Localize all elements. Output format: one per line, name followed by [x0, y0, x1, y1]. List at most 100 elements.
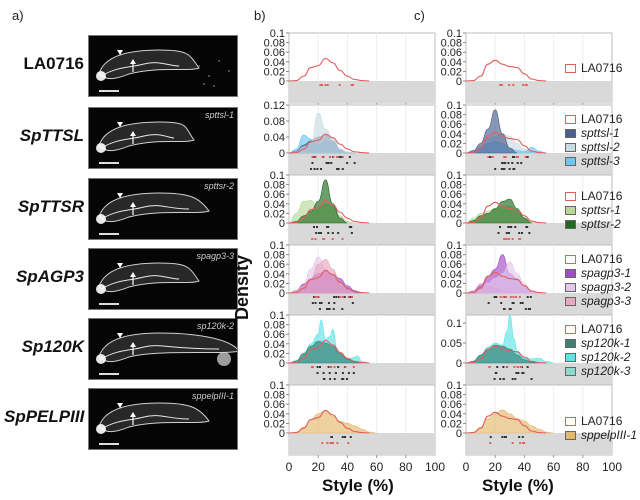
rug-point	[511, 238, 514, 240]
density-plot-b-2: 0.12 0.08 0.04 0	[264, 100, 436, 178]
x-tick-label: 40	[518, 460, 532, 474]
rug-point	[515, 156, 518, 158]
rug-point	[509, 308, 512, 310]
y-tick-label: 0.02	[264, 66, 285, 78]
rug-point	[511, 162, 514, 164]
legend-swatch	[565, 352, 576, 362]
rug-point	[346, 162, 349, 164]
legend-label: spttsl-2	[581, 140, 620, 154]
y-tick-label: 0.1	[447, 170, 462, 182]
rug-point	[312, 226, 315, 228]
rug-point	[315, 232, 318, 234]
y-tick-label: 0.08	[264, 38, 285, 50]
rug-point	[347, 442, 350, 444]
gene-label: Sp120K	[21, 337, 84, 356]
rug-point	[333, 302, 336, 304]
legend-4: LA0716 spagp3-1 spagp3-2 spagp3-3	[565, 252, 631, 308]
rug-point	[314, 238, 317, 240]
scale-bar	[99, 233, 119, 235]
rug-point	[502, 168, 505, 170]
density-line-LA0716	[288, 133, 370, 154]
x-tick-label: 80	[399, 460, 413, 474]
x-tick-label: 80	[576, 460, 590, 474]
y-tick-label: 0.08	[264, 320, 285, 332]
gene-label: SpPELPIII	[4, 407, 85, 426]
rug-point	[350, 84, 353, 86]
legend-entry: spagp3-1	[565, 266, 631, 280]
legend-entry: spagp3-3	[565, 294, 631, 308]
rug-point	[341, 308, 344, 310]
rug-point	[527, 308, 530, 310]
gene-label: SpTTSL	[19, 126, 84, 145]
rug-point	[516, 162, 519, 164]
y-tick-label: 0.04	[264, 269, 285, 281]
rug-point	[328, 308, 331, 310]
rug-point	[322, 372, 325, 374]
y-tick-label: 0.1	[447, 318, 462, 330]
x-tick-label: 0	[286, 460, 293, 474]
y-tick-label: 0	[279, 288, 285, 300]
rug-point	[318, 302, 321, 304]
rug-point	[524, 84, 527, 86]
rug-point	[349, 436, 352, 438]
density-line-LA0716	[288, 339, 370, 364]
rug-point	[349, 296, 352, 298]
y-tick-label: 0.02	[441, 418, 462, 430]
rug-point	[341, 372, 344, 374]
rug-point	[524, 156, 527, 158]
y-tick-label: 0.02	[441, 66, 462, 78]
rug-point	[319, 84, 322, 86]
scale-bar	[99, 303, 119, 305]
y-tick-label: 0.06	[441, 189, 462, 201]
rug-point	[518, 436, 521, 438]
rug-strip	[289, 223, 435, 245]
allele-label: spttsr-2	[204, 181, 234, 191]
y-tick-label: 0.04	[264, 132, 285, 144]
rug-point	[512, 84, 515, 86]
legend-entry: spttsl-3	[565, 154, 622, 168]
microscopy-image: sp120k-2	[88, 318, 238, 380]
rug-point	[328, 372, 331, 374]
rug-point	[331, 238, 334, 240]
rug-point	[326, 308, 329, 310]
rug-point	[313, 168, 316, 170]
density-plot-b-4: 0.10.080.060.040.020	[264, 240, 436, 318]
microscopy-image: spagp3-3	[88, 248, 238, 310]
x-tick-label: 40	[341, 460, 355, 474]
rug-point	[500, 168, 503, 170]
density-area-spttsl-1	[465, 109, 518, 154]
legend-label: sp120k-2	[581, 350, 631, 364]
legend-swatch	[565, 366, 576, 376]
legend-label: LA0716	[581, 414, 623, 428]
rug-point	[514, 226, 517, 228]
rug-point	[519, 302, 522, 304]
rug-point	[526, 296, 529, 298]
density-area-spttsr-2	[288, 179, 348, 224]
rug-point	[315, 226, 318, 228]
scale-bar	[99, 162, 119, 164]
panel-b-label: b)	[254, 8, 266, 23]
rug-point	[316, 168, 319, 170]
rug-point	[509, 296, 512, 298]
allele-label: sppelpIII-1	[191, 391, 234, 401]
rug-point	[503, 436, 506, 438]
density-line-LA0716	[465, 59, 547, 82]
rug-point	[524, 308, 527, 310]
rug-point	[489, 442, 492, 444]
legend-swatch	[565, 338, 576, 348]
rug-point	[327, 366, 330, 368]
x-axis-label-b: Style (%)	[322, 476, 394, 495]
rug-point	[323, 378, 326, 380]
y-tick-label: 0.08	[264, 390, 285, 402]
rug-point	[350, 232, 353, 234]
y-tick-label: 0.06	[264, 399, 285, 411]
rug-point	[309, 168, 312, 170]
legend-6: LA0716 sppelpIII-1	[565, 414, 637, 442]
rug-point	[336, 168, 339, 170]
scale-bar	[99, 90, 119, 92]
rug-point	[506, 366, 509, 368]
rug-point	[521, 302, 524, 304]
rug-point	[339, 156, 342, 158]
rug-point	[329, 378, 332, 380]
rug-point	[504, 156, 507, 158]
